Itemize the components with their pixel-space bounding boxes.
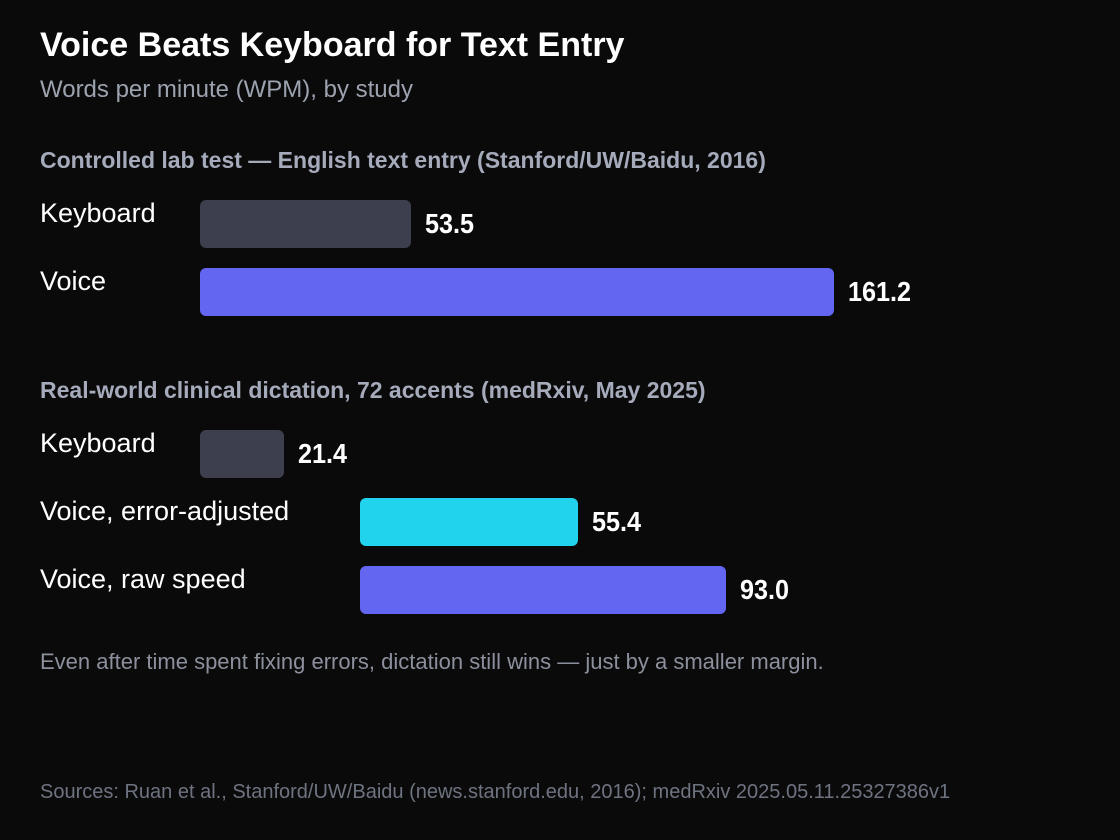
category-label: Keyboard	[40, 428, 156, 458]
chart-title: Voice Beats Keyboard for Text Entry	[40, 26, 625, 64]
bar	[200, 200, 411, 248]
value-label: 21.4	[298, 438, 348, 469]
category-label: Voice	[40, 266, 107, 296]
value-label: 161.2	[848, 276, 912, 307]
value-label: 55.4	[591, 506, 641, 537]
section-title: Controlled lab test — English text entry…	[40, 147, 766, 173]
bar	[359, 566, 726, 614]
category-label: Voice, error-adjusted	[40, 496, 290, 526]
bar	[359, 498, 578, 546]
bar	[200, 430, 285, 478]
bar	[200, 268, 835, 316]
value-label: 53.5	[424, 208, 474, 239]
category-label: Keyboard	[40, 198, 156, 228]
chart-note: Even after time spent fixing errors, dic…	[40, 649, 824, 674]
section-title: Real-world clinical dictation, 72 accent…	[40, 377, 706, 403]
category-label: Voice, raw speed	[40, 564, 246, 594]
chart-subtitle: Words per minute (WPM), by study	[40, 76, 413, 103]
chart-sources: Sources: Ruan et al., Stanford/UW/Baidu …	[40, 781, 951, 803]
value-label: 93.0	[739, 574, 789, 605]
